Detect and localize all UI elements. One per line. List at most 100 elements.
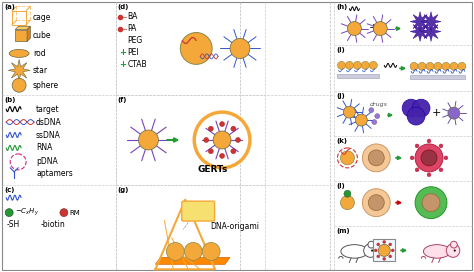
Circle shape bbox=[369, 108, 374, 113]
Text: (h): (h) bbox=[337, 4, 348, 10]
Text: PEI: PEI bbox=[128, 48, 139, 57]
Circle shape bbox=[369, 61, 377, 69]
Text: GERTs: GERTs bbox=[197, 165, 228, 174]
Circle shape bbox=[5, 209, 13, 217]
Polygon shape bbox=[410, 12, 430, 32]
Circle shape bbox=[418, 62, 426, 70]
Circle shape bbox=[213, 131, 231, 149]
FancyBboxPatch shape bbox=[182, 201, 215, 221]
Circle shape bbox=[362, 144, 390, 172]
Circle shape bbox=[415, 187, 447, 219]
Circle shape bbox=[364, 244, 377, 257]
Text: (c): (c) bbox=[4, 187, 15, 193]
Circle shape bbox=[344, 190, 351, 197]
Circle shape bbox=[368, 195, 384, 211]
Text: +: + bbox=[368, 23, 378, 33]
Text: -SH: -SH bbox=[6, 220, 19, 229]
Circle shape bbox=[138, 130, 158, 150]
Circle shape bbox=[60, 209, 68, 217]
Text: (i): (i) bbox=[337, 47, 345, 54]
Ellipse shape bbox=[9, 50, 29, 57]
Circle shape bbox=[407, 107, 425, 125]
Text: star: star bbox=[33, 66, 48, 75]
Circle shape bbox=[194, 112, 250, 168]
Text: rod: rod bbox=[33, 49, 46, 58]
Circle shape bbox=[439, 168, 443, 172]
Text: (k): (k) bbox=[337, 138, 347, 144]
Text: +: + bbox=[119, 48, 127, 57]
Circle shape bbox=[439, 144, 443, 148]
Text: (j): (j) bbox=[337, 93, 345, 99]
Circle shape bbox=[410, 62, 418, 70]
Circle shape bbox=[415, 168, 419, 172]
Circle shape bbox=[458, 62, 466, 70]
Circle shape bbox=[410, 156, 414, 160]
Circle shape bbox=[374, 21, 387, 36]
Circle shape bbox=[447, 244, 460, 257]
Text: PA: PA bbox=[128, 24, 137, 33]
Circle shape bbox=[368, 150, 384, 166]
Circle shape bbox=[236, 137, 240, 143]
Circle shape bbox=[209, 126, 213, 131]
Bar bbox=[374, 239, 395, 261]
Circle shape bbox=[209, 149, 213, 154]
Circle shape bbox=[415, 144, 443, 172]
Circle shape bbox=[368, 241, 374, 248]
Text: drugs: drugs bbox=[369, 102, 387, 107]
Circle shape bbox=[427, 139, 431, 143]
Circle shape bbox=[442, 62, 450, 70]
Polygon shape bbox=[8, 59, 30, 81]
Ellipse shape bbox=[341, 245, 368, 258]
Circle shape bbox=[12, 78, 26, 92]
Text: PEG: PEG bbox=[128, 36, 143, 45]
Circle shape bbox=[383, 240, 386, 243]
Circle shape bbox=[346, 61, 354, 69]
Text: sphere: sphere bbox=[33, 81, 59, 90]
Circle shape bbox=[444, 156, 448, 160]
Text: BA: BA bbox=[128, 12, 138, 21]
Circle shape bbox=[454, 250, 456, 251]
Text: +: + bbox=[119, 60, 127, 69]
Circle shape bbox=[166, 242, 184, 260]
Text: DNA-origami: DNA-origami bbox=[210, 222, 259, 231]
Text: $-C_xH_y$: $-C_xH_y$ bbox=[15, 207, 39, 218]
Text: +: + bbox=[360, 153, 370, 163]
Text: (m): (m) bbox=[337, 228, 350, 234]
Circle shape bbox=[361, 61, 369, 69]
Text: target: target bbox=[36, 105, 60, 114]
Circle shape bbox=[184, 242, 202, 260]
Circle shape bbox=[231, 149, 236, 154]
Circle shape bbox=[378, 245, 390, 256]
Text: pDNA: pDNA bbox=[36, 157, 58, 166]
Polygon shape bbox=[421, 12, 441, 32]
Circle shape bbox=[371, 250, 373, 251]
Circle shape bbox=[337, 61, 346, 69]
Circle shape bbox=[450, 62, 458, 70]
Text: cube: cube bbox=[33, 31, 52, 40]
Circle shape bbox=[391, 249, 394, 252]
Circle shape bbox=[375, 114, 380, 119]
Circle shape bbox=[344, 106, 356, 118]
Text: (f): (f) bbox=[118, 97, 127, 103]
Ellipse shape bbox=[423, 245, 450, 258]
Circle shape bbox=[426, 62, 434, 70]
Circle shape bbox=[427, 173, 431, 177]
Text: RNA: RNA bbox=[36, 143, 53, 152]
Text: ssDNA: ssDNA bbox=[36, 131, 61, 140]
Text: RM: RM bbox=[70, 210, 81, 216]
Polygon shape bbox=[421, 21, 441, 42]
Polygon shape bbox=[410, 21, 430, 42]
Circle shape bbox=[421, 150, 437, 166]
Text: (a): (a) bbox=[4, 4, 15, 10]
Circle shape bbox=[374, 249, 377, 252]
Circle shape bbox=[402, 99, 420, 117]
Text: CTAB: CTAB bbox=[128, 60, 147, 69]
Text: (d): (d) bbox=[118, 4, 129, 10]
Polygon shape bbox=[15, 30, 27, 42]
Circle shape bbox=[372, 120, 377, 125]
Circle shape bbox=[383, 257, 386, 260]
Circle shape bbox=[362, 189, 390, 217]
Circle shape bbox=[377, 243, 380, 246]
Circle shape bbox=[231, 126, 236, 131]
Circle shape bbox=[450, 241, 457, 248]
